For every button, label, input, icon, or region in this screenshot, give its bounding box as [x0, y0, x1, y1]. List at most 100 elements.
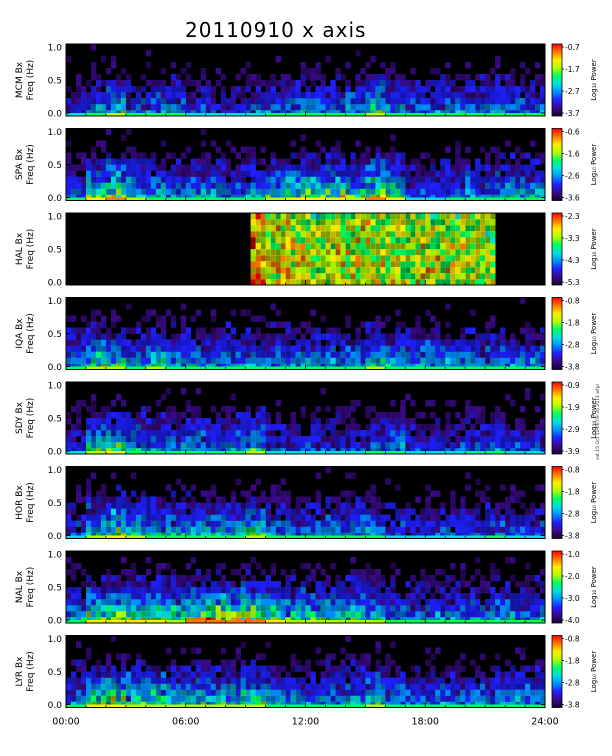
spectrogram-cell — [380, 339, 386, 346]
spectrogram-cell — [515, 176, 521, 183]
spectrogram-cell — [125, 327, 132, 334]
spectrogram-cell — [450, 80, 456, 87]
spectrogram-floor — [340, 366, 346, 370]
spectrogram-cell — [490, 86, 496, 93]
spectrogram-cell — [66, 569, 72, 576]
spectrogram-cell — [300, 321, 306, 328]
spectrogram-cell — [135, 86, 142, 93]
spectrogram-cell — [170, 74, 177, 81]
spectrogram-floor — [425, 366, 431, 370]
spectrogram-cell — [300, 508, 306, 515]
spectrogram-cell — [150, 182, 157, 189]
spectrogram-cell — [430, 357, 436, 364]
spectrogram-cell — [510, 490, 516, 497]
spectrogram-cell — [430, 80, 436, 87]
spectrogram-cell — [120, 188, 127, 195]
spectrogram-floor — [475, 113, 481, 116]
spectrogram-cell — [530, 327, 536, 334]
spectrogram-cell — [76, 406, 82, 413]
spectrogram-cell — [105, 92, 112, 99]
spectrogram-cell — [370, 158, 376, 165]
spectrogram-cell — [110, 605, 117, 612]
spectrogram-cell — [285, 273, 291, 280]
spectrogram-floor — [270, 535, 276, 539]
spectrogram-cell — [475, 104, 481, 111]
spectrogram-cell — [185, 146, 192, 153]
spectrogram-cell — [385, 430, 391, 437]
spectrogram-cell — [225, 442, 232, 449]
spectrogram-cell — [86, 575, 92, 582]
spectrogram-cell — [66, 605, 72, 612]
spectrogram-cell — [515, 98, 521, 105]
spectrogram-cell — [465, 146, 471, 153]
spectrogram-cell — [535, 484, 541, 491]
spectrogram-cell — [340, 152, 346, 159]
spectrogram-cell — [350, 176, 356, 183]
spectrogram-cell — [185, 430, 192, 437]
spectrogram-cell — [66, 611, 72, 618]
spectrogram-floor — [330, 113, 336, 116]
spectrogram-cell — [245, 351, 251, 358]
spectrogram-cell — [185, 514, 192, 521]
spectrogram-cell — [375, 273, 381, 280]
spectrogram-cell — [215, 345, 222, 352]
spectrogram-cell — [190, 418, 197, 425]
spectrogram-cell — [415, 182, 421, 189]
spectrogram-cell — [185, 520, 192, 527]
spectrogram-cell — [280, 74, 286, 81]
spectrogram-cell — [71, 315, 77, 322]
spectrogram-cell — [480, 442, 486, 449]
spectrogram-floor — [255, 535, 261, 539]
spectrogram-cell — [255, 182, 261, 189]
spectrogram-cell — [150, 80, 157, 87]
spectrogram-cell — [105, 502, 112, 509]
spectrogram-cell — [71, 351, 77, 358]
spectrogram-cell — [395, 412, 401, 419]
spectrogram-cell — [455, 92, 461, 99]
spectrogram-cell — [100, 575, 107, 582]
spectrogram-cell — [110, 333, 117, 340]
spectrogram-cell — [110, 309, 117, 316]
spectrogram-cell — [315, 176, 321, 183]
spectrogram-floor — [160, 451, 167, 454]
spectrogram-cell — [205, 418, 212, 425]
spectrogram-cell — [305, 327, 311, 334]
spectrogram-floor — [405, 451, 411, 454]
spectrogram-cell — [215, 170, 222, 177]
spectrogram-cell — [305, 502, 311, 509]
spectrogram-cell — [345, 225, 351, 232]
spectrogram-cell — [500, 182, 506, 189]
spectrogram-cell — [360, 152, 366, 159]
spectrogram-cell — [290, 92, 296, 99]
spectrogram-cell — [325, 182, 331, 189]
spectrogram-cell — [270, 243, 276, 250]
spectrogram-cell — [460, 436, 466, 443]
spectrogram-cell — [110, 176, 117, 183]
spectrogram-cell — [540, 351, 546, 358]
spectrogram-cell — [205, 104, 212, 111]
spectrogram-cell — [140, 170, 147, 177]
spectrogram-cell — [155, 526, 162, 533]
spectrogram-cell — [190, 587, 197, 594]
spectrogram-cell — [210, 315, 217, 322]
spectrogram-floor — [130, 451, 137, 454]
spectrogram-cell — [160, 86, 167, 93]
spectrogram-cell — [290, 526, 296, 533]
spectrogram-cell — [330, 436, 336, 443]
spectrogram-cell — [71, 357, 77, 364]
spectrogram-cell — [400, 357, 406, 364]
spectrogram-cell — [490, 237, 496, 244]
spectrogram-cell — [86, 430, 92, 437]
spectrogram-cell — [480, 225, 486, 232]
spectrogram-cell — [525, 357, 531, 364]
spectrogram-cell — [275, 249, 281, 256]
spectrogram-cell — [320, 86, 326, 93]
spectrogram-cell — [240, 182, 246, 189]
colorbar — [551, 466, 563, 539]
spectrogram-cell — [205, 170, 212, 177]
spectrogram-cell — [535, 442, 541, 449]
spectrogram-cell — [375, 255, 381, 262]
spectrogram-cell — [505, 357, 511, 364]
spectrogram-cell — [240, 502, 246, 509]
spectrogram-cell — [320, 170, 326, 177]
